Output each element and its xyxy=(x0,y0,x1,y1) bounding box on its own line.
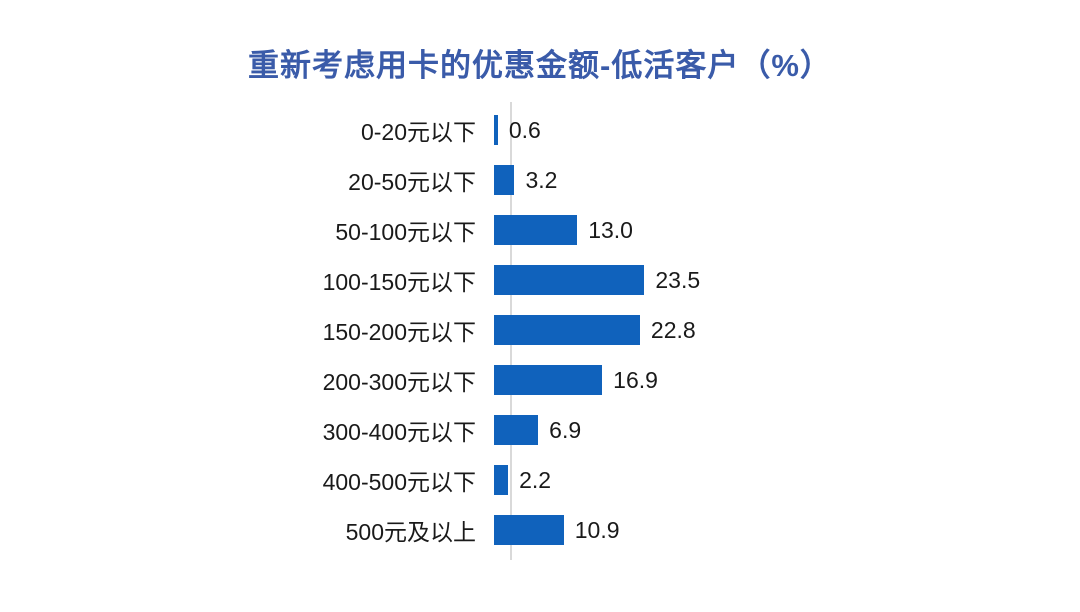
category-label: 50-100元以下 xyxy=(335,219,476,245)
value-label: 2.2 xyxy=(519,466,552,493)
value-label: 10.9 xyxy=(574,516,620,543)
bar-plot-area: 13.0 xyxy=(494,215,1080,245)
value-label: 22.8 xyxy=(650,316,696,343)
bar-chart: 0-20元以下 0.6 20-50元以下 3.2 50-100元以下 13.0 100-15… xyxy=(0,102,1080,560)
value-label: 0.6 xyxy=(508,116,541,143)
bar-rows: 0-20元以下 0.6 20-50元以下 3.2 50-100元以下 13.0 100-15… xyxy=(0,105,1080,555)
chart-title: 重新考虑用卡的优惠金额-低活客户（%） xyxy=(248,48,832,83)
bar xyxy=(494,315,640,345)
bar-plot-area: 16.9 xyxy=(494,365,1080,395)
category-label: 150-200元以下 xyxy=(322,319,476,345)
bar-plot-area: 22.8 xyxy=(494,315,1080,345)
bar-row: 0-20元以下 0.6 xyxy=(0,105,1080,155)
category-label: 300-400元以下 xyxy=(322,419,476,445)
bar xyxy=(494,515,564,545)
bar-plot-area: 0.6 xyxy=(494,115,1080,145)
bar-plot-area: 23.5 xyxy=(494,265,1080,295)
bar-row: 200-300元以下 16.9 xyxy=(0,355,1080,405)
value-label: 16.9 xyxy=(613,366,658,393)
value-label: 23.5 xyxy=(655,266,701,293)
bar xyxy=(494,265,645,295)
bar xyxy=(494,215,578,245)
category-label: 400-500元以下 xyxy=(322,469,476,495)
bar-row: 150-200元以下 22.8 xyxy=(0,305,1080,355)
bar xyxy=(494,115,498,145)
category-label: 200-300元以下 xyxy=(322,369,476,395)
bar-row: 300-400元以下 6.9 xyxy=(0,405,1080,455)
value-label: 6.9 xyxy=(549,416,582,443)
bar-row: 400-500元以下 2.2 xyxy=(0,455,1080,505)
bar xyxy=(494,465,509,495)
category-label: 500元及以上 xyxy=(345,519,476,545)
bar-row: 20-50元以下 3.2 xyxy=(0,155,1080,205)
bar-row: 500元及以上 10.9 xyxy=(0,505,1080,555)
bar xyxy=(494,165,515,195)
category-label: 100-150元以下 xyxy=(322,269,476,295)
bar-plot-area: 6.9 xyxy=(494,415,1080,445)
bar xyxy=(494,365,603,395)
bar xyxy=(494,415,539,445)
value-label: 3.2 xyxy=(525,166,558,193)
bar-plot-area: 2.2 xyxy=(494,465,1080,495)
category-label: 20-50元以下 xyxy=(348,169,476,195)
category-label: 0-20元以下 xyxy=(360,119,476,145)
value-label: 13.0 xyxy=(588,216,633,243)
bar-row: 100-150元以下 23.5 xyxy=(0,255,1080,305)
bar-row: 50-100元以下 13.0 xyxy=(0,205,1080,255)
bar-plot-area: 10.9 xyxy=(494,515,1080,545)
bar-plot-area: 3.2 xyxy=(494,165,1080,195)
